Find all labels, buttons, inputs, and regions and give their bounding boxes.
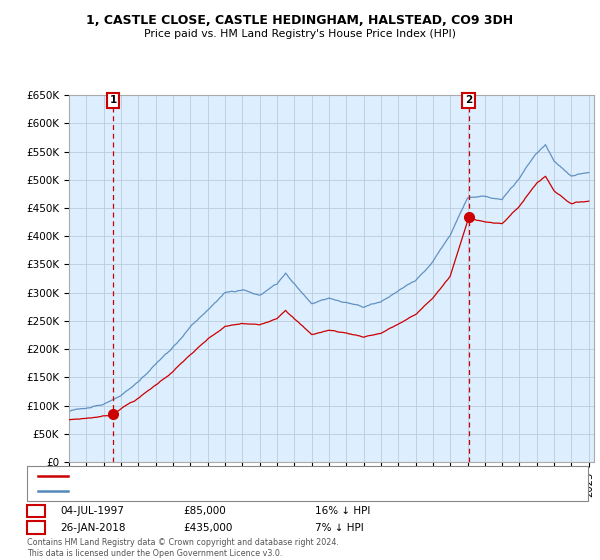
Text: £435,000: £435,000 — [183, 522, 232, 533]
Text: £85,000: £85,000 — [183, 506, 226, 516]
Text: Contains HM Land Registry data © Crown copyright and database right 2024.
This d: Contains HM Land Registry data © Crown c… — [27, 538, 339, 558]
Text: 2: 2 — [465, 95, 472, 105]
Text: 16% ↓ HPI: 16% ↓ HPI — [315, 506, 370, 516]
Text: Price paid vs. HM Land Registry's House Price Index (HPI): Price paid vs. HM Land Registry's House … — [144, 29, 456, 39]
Text: 26-JAN-2018: 26-JAN-2018 — [60, 522, 125, 533]
Text: HPI: Average price, detached house, Braintree: HPI: Average price, detached house, Brai… — [74, 487, 300, 497]
Text: 1: 1 — [109, 95, 116, 105]
Text: 1: 1 — [32, 506, 40, 516]
Text: 1, CASTLE CLOSE, CASTLE HEDINGHAM, HALSTEAD, CO9 3DH: 1, CASTLE CLOSE, CASTLE HEDINGHAM, HALST… — [86, 14, 514, 27]
Text: 7% ↓ HPI: 7% ↓ HPI — [315, 522, 364, 533]
Text: 04-JUL-1997: 04-JUL-1997 — [60, 506, 124, 516]
Text: 2: 2 — [32, 522, 40, 533]
Text: 1, CASTLE CLOSE, CASTLE HEDINGHAM, HALSTEAD, CO9 3DH (detached house): 1, CASTLE CLOSE, CASTLE HEDINGHAM, HALST… — [74, 471, 464, 481]
